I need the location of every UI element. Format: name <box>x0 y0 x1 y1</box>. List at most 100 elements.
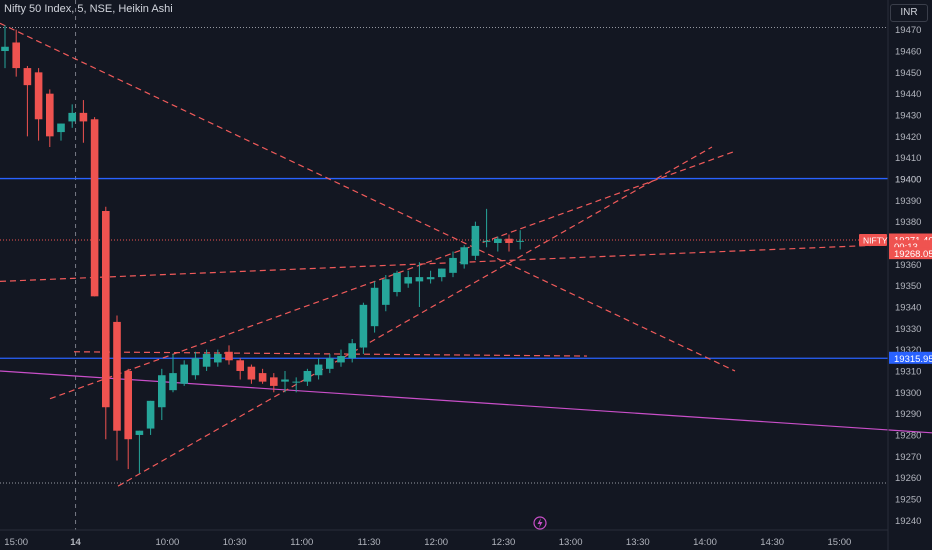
price-label: 19315.95 <box>889 351 932 365</box>
time-tick-label: 12:00 <box>424 537 448 548</box>
candle <box>337 349 345 367</box>
candle-body <box>281 379 289 382</box>
time-tick-label: 14:30 <box>760 537 784 548</box>
candle-body <box>12 42 20 69</box>
candle <box>404 270 412 288</box>
time-tick-label: 15:00 <box>828 537 852 548</box>
candle <box>415 262 424 307</box>
price-tick-label: 19350 <box>895 281 921 292</box>
candle <box>113 315 121 461</box>
time-tick-label: 13:00 <box>559 537 583 548</box>
candle <box>258 368 267 384</box>
candle-body <box>135 430 144 435</box>
candle-body <box>337 356 345 363</box>
candle <box>393 270 401 297</box>
time-tick-label: 11:00 <box>290 537 313 548</box>
price-tick-label: 19390 <box>895 196 921 207</box>
price-tick-label: 19260 <box>895 473 921 484</box>
candle-body <box>57 123 65 133</box>
candle-body <box>146 400 155 429</box>
time-tick-label: 10:30 <box>223 537 247 548</box>
candle-body <box>247 366 256 380</box>
candle-body <box>225 351 233 361</box>
lightning-icon <box>533 516 547 530</box>
candle-body <box>202 353 211 367</box>
candle <box>303 368 312 386</box>
trend-line <box>117 146 713 487</box>
candle <box>68 104 76 128</box>
candle-body <box>236 360 244 371</box>
price-tick-label: 19240 <box>895 516 921 527</box>
candle <box>79 100 88 143</box>
candle <box>34 68 43 141</box>
candle-body <box>482 240 491 242</box>
candle <box>438 268 446 282</box>
candle-body <box>46 93 54 137</box>
time-tick-label: 10:00 <box>156 537 180 548</box>
candle <box>516 230 524 250</box>
price-label-badge <box>889 247 932 260</box>
time-tick-label: 12:30 <box>492 537 516 548</box>
price-tick-label: 19270 <box>895 452 921 463</box>
candle-body <box>359 304 368 348</box>
currency-button[interactable]: INR <box>890 4 928 22</box>
chart-title: Nifty 50 Index, 5, NSE, Heikin Ashi <box>4 3 173 15</box>
candle-body <box>113 321 121 431</box>
candle-body <box>191 358 200 376</box>
candle-body <box>68 112 76 122</box>
lightning-icon-bolt <box>537 518 543 528</box>
price-tick-label: 19250 <box>895 494 921 505</box>
candle <box>124 368 132 470</box>
trend-line <box>73 351 588 357</box>
candle-body <box>303 370 312 382</box>
price-tick-label: 19300 <box>895 388 921 399</box>
candle <box>471 221 480 261</box>
candle <box>292 377 300 393</box>
price-label-text: 19268.05 <box>894 249 932 260</box>
price-label-badge <box>889 351 932 364</box>
candle <box>146 400 155 435</box>
candle-body <box>438 268 446 278</box>
candle <box>426 270 435 284</box>
candle-body <box>158 375 166 408</box>
candle <box>460 245 468 269</box>
candle-body <box>79 112 88 122</box>
trend-line <box>49 150 736 400</box>
price-tick-label: 19460 <box>895 47 921 58</box>
price-tick-label: 19310 <box>895 366 921 377</box>
price-label-text: 19400 <box>895 175 921 186</box>
candle <box>348 338 356 363</box>
symbol-tag-text: NIFTY <box>863 236 888 246</box>
candle-body <box>180 364 188 384</box>
candle <box>12 29 20 77</box>
candle-body <box>90 119 99 297</box>
candle <box>247 364 256 384</box>
candle <box>102 206 110 440</box>
time-tick-label: 11:30 <box>357 537 380 548</box>
time-axis: 15:00 14 10:00 10:30 11:00 11:30 12:00 12:30 13:… <box>0 516 888 548</box>
candle <box>57 123 65 141</box>
candle <box>382 274 390 312</box>
candle-body <box>34 72 43 120</box>
candles <box>1 25 524 474</box>
candle <box>314 358 323 380</box>
candle-body <box>370 287 379 327</box>
candle <box>225 345 233 365</box>
symbol-tag-bg <box>859 234 887 247</box>
candle-body <box>124 370 132 440</box>
price-label: 19400 <box>895 175 921 186</box>
price-tick-label: 19290 <box>895 409 921 420</box>
candle <box>23 65 32 137</box>
time-tick-label: 15:00 <box>4 537 28 548</box>
price-label-text: 19315.95 <box>894 354 932 365</box>
trend-line <box>0 22 736 372</box>
candle-body <box>169 373 177 391</box>
candle <box>169 353 177 393</box>
price-tick-label: 19320 <box>895 345 921 356</box>
candle-body <box>314 364 323 376</box>
candle <box>326 353 334 374</box>
price-tick-label: 19360 <box>895 260 921 271</box>
candle <box>90 117 99 297</box>
